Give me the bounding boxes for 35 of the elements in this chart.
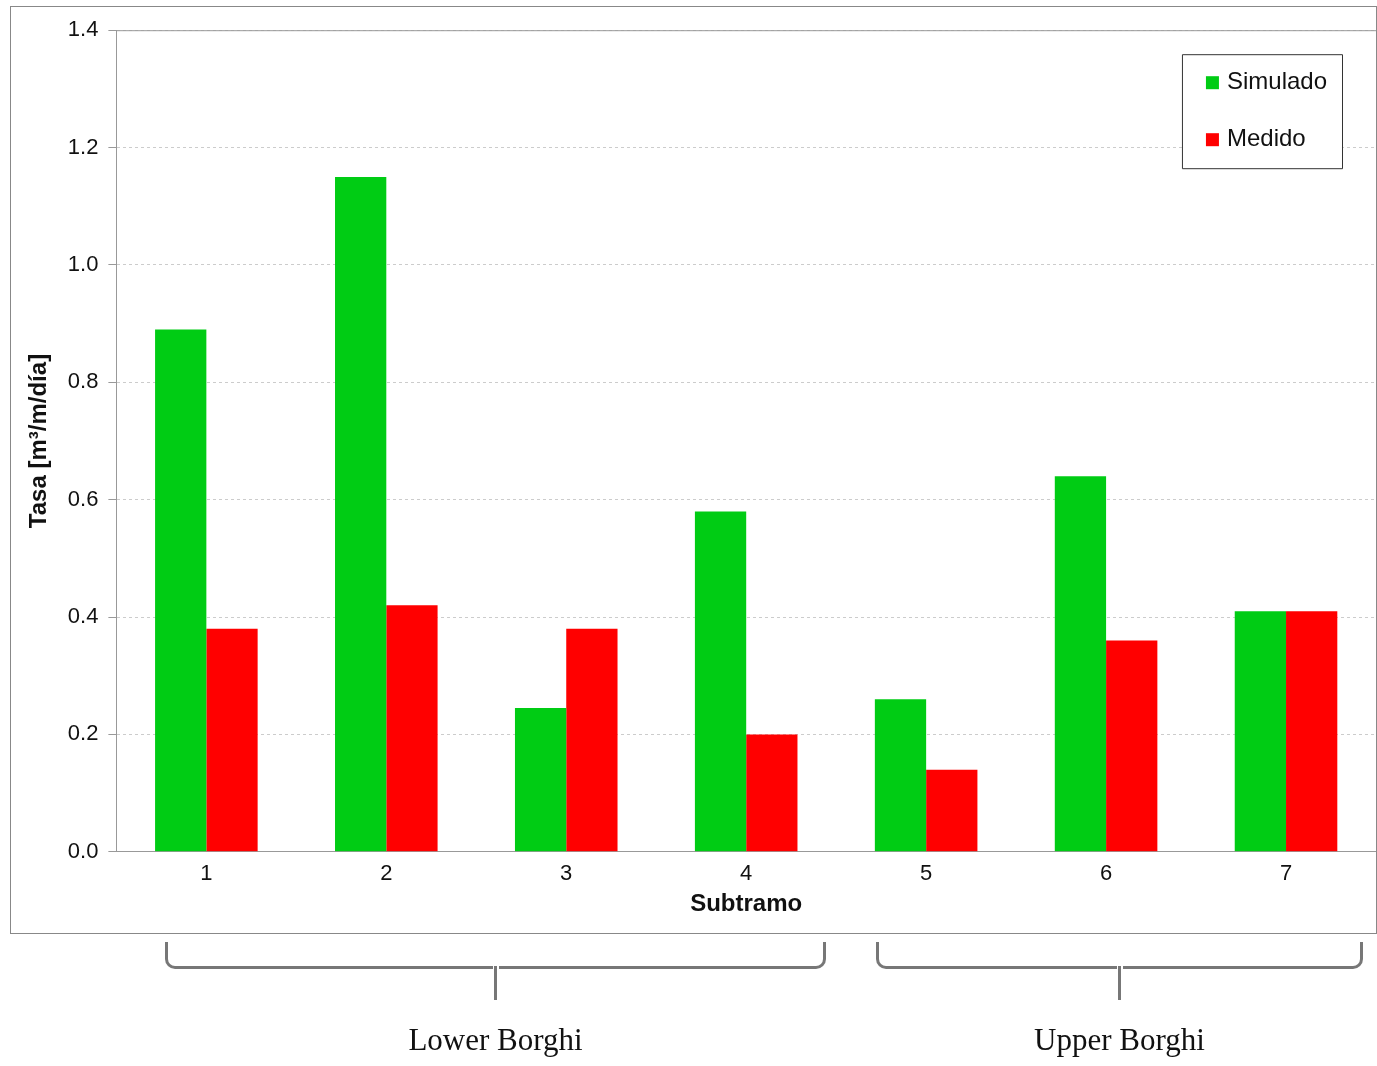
x-tick-label: 2 [380, 860, 393, 886]
x-tick-label: 4 [740, 860, 753, 886]
bar [874, 699, 927, 852]
bar [1054, 476, 1107, 852]
x-axis-title: Subtramo [690, 889, 803, 917]
text: Lower Borghi [408, 1022, 583, 1058]
bar [514, 708, 567, 852]
y-tick-label: 0.0 [67, 837, 99, 863]
bar [1286, 611, 1338, 852]
bar [566, 628, 618, 852]
legend-label: Simulado [1226, 66, 1328, 94]
bar [1234, 611, 1287, 852]
x-tick-label: 7 [1279, 860, 1293, 886]
bar [694, 511, 747, 852]
y-tick-label: 1.2 [67, 133, 99, 159]
y-tick-label: 0.4 [67, 603, 99, 629]
bar [926, 769, 978, 852]
y-tick-label: 1.0 [67, 251, 99, 277]
y-tick-label: 0.8 [67, 368, 99, 394]
y-tick-label: 1.4 [67, 16, 99, 42]
x-tick-label: 6 [1099, 860, 1113, 886]
legend-label: Medido [1226, 123, 1306, 151]
bar [386, 605, 438, 852]
bar [155, 329, 207, 852]
bar [335, 176, 387, 852]
bar [206, 628, 258, 852]
x-tick-label: 1 [200, 860, 213, 886]
x-tick-label: 3 [560, 860, 573, 886]
y-axis-title: Tasa [m³/m/día] [24, 353, 52, 529]
bar [1106, 640, 1158, 852]
bar [746, 734, 798, 852]
y-tick-label: 0.2 [67, 720, 99, 746]
y-tick-label: 0.6 [67, 485, 99, 511]
x-tick-label: 5 [920, 860, 933, 886]
text: Upper Borghi [1034, 1022, 1205, 1058]
